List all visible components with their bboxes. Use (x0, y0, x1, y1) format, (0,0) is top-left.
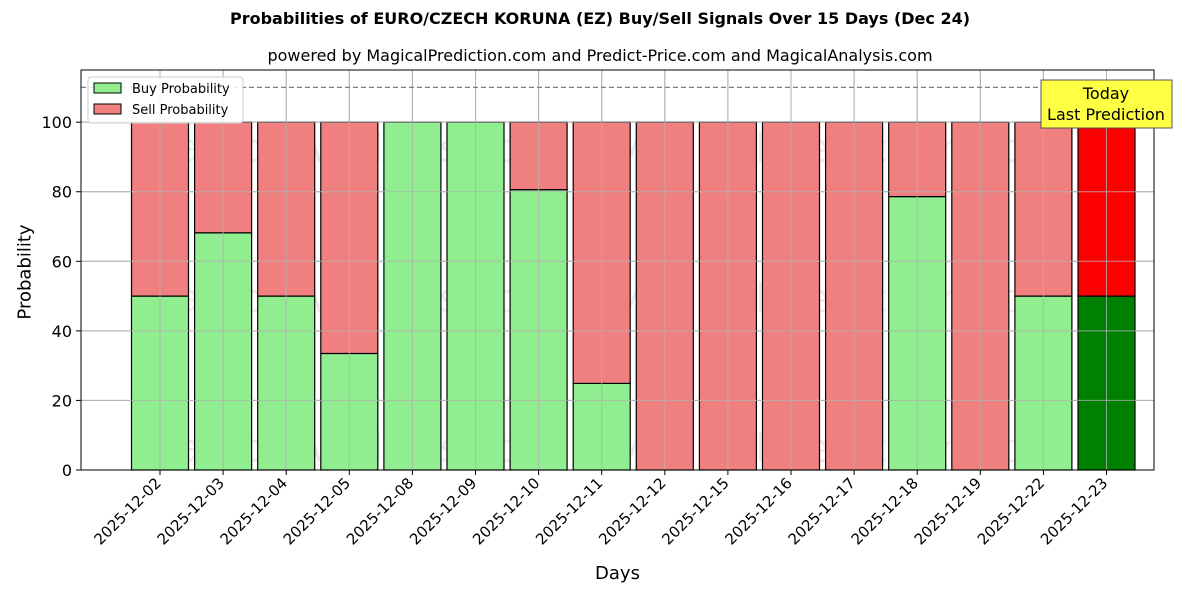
y-tick-label: 40 (52, 322, 72, 341)
chart-subtitle: powered by MagicalPrediction.com and Pre… (267, 46, 933, 65)
plot-frame (80, 69, 1155, 471)
legend-box (87, 76, 244, 124)
today-annotation: Today Last Prediction (1040, 79, 1173, 129)
y-tick-label: 60 (52, 252, 72, 271)
x-tick-label: 2025-12-19 (911, 474, 985, 548)
x-tick-label: 2025-12-02 (90, 474, 164, 548)
annotation-line1: Today (1082, 84, 1129, 103)
x-tick-label: 2025-12-15 (658, 474, 732, 548)
x-tick-label: 2025-12-16 (721, 474, 795, 548)
x-tick-label: 2025-12-23 (1037, 474, 1111, 548)
legend-swatch-buy (93, 82, 122, 94)
x-tick-label: 2025-12-12 (595, 474, 669, 548)
x-tick-label: 2025-12-18 (848, 474, 922, 548)
bars (81, 70, 1154, 471)
y-tick-label: 80 (52, 183, 72, 202)
y-tick-label: 0 (62, 461, 72, 480)
y-tick-label: 20 (52, 391, 72, 410)
x-tick-label: 2025-12-04 (217, 474, 291, 548)
y-tick-label: 100 (41, 113, 72, 132)
x-axis-label: Days (595, 563, 640, 584)
x-tick-label: 2025-12-09 (406, 474, 480, 548)
annotation-box (1040, 79, 1173, 129)
x-tick-label: 2025-12-03 (154, 474, 228, 548)
x-tick-label: 2025-12-05 (280, 474, 354, 548)
annotation-line2: Last Prediction (1047, 105, 1165, 124)
x-tick-label: 2025-12-11 (532, 474, 606, 548)
x-tick-label: 2025-12-22 (974, 474, 1048, 548)
legend-label-sell: Sell Probability (132, 103, 229, 118)
legend-swatch-sell (93, 103, 122, 115)
chart-title: Probabilities of EURO/CZECH KORUNA (EZ) … (229, 9, 971, 28)
x-tick-label: 2025-12-10 (469, 474, 543, 548)
x-tick-label: 2025-12-08 (343, 474, 417, 548)
legend: Buy Probability Sell Probability (87, 76, 244, 124)
legend-label-buy: Buy Probability (132, 82, 230, 97)
x-tick-label: 2025-12-17 (785, 474, 859, 548)
